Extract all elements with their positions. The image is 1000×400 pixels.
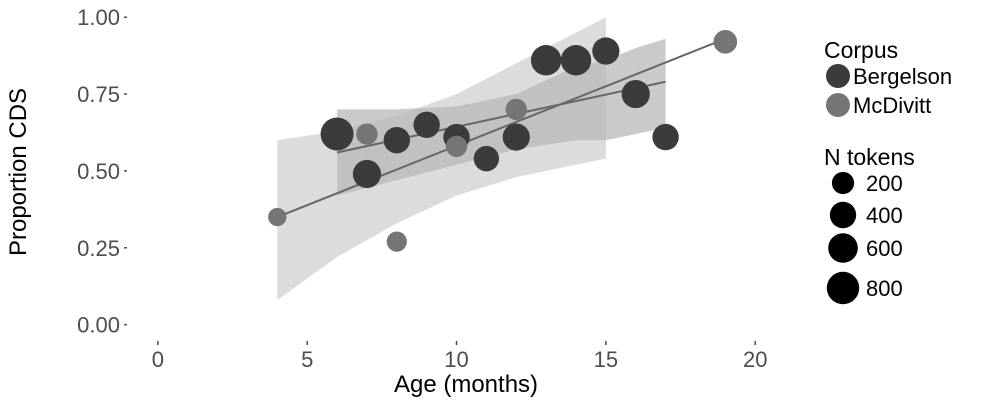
data-point-mcdivitt-2 bbox=[386, 231, 407, 252]
data-point-bergelson-5 bbox=[473, 145, 500, 172]
legend-key-size-200 bbox=[831, 171, 855, 195]
data-point-bergelson-2 bbox=[383, 126, 410, 154]
legend-title-corpus: Corpus bbox=[824, 37, 898, 63]
legend-key-size-400 bbox=[829, 201, 857, 229]
data-point-bergelson-0 bbox=[320, 117, 354, 151]
legend-title-n-tokens: N tokens bbox=[824, 144, 915, 170]
data-point-mcdivitt-4 bbox=[505, 98, 527, 121]
data-point-bergelson-6 bbox=[502, 123, 530, 151]
x-axis-title: Age (months) bbox=[394, 371, 538, 398]
legend-label-mcdivitt: McDivitt bbox=[853, 93, 931, 118]
data-point-mcdivitt-5 bbox=[713, 30, 738, 54]
data-point-bergelson-10 bbox=[621, 79, 650, 109]
y-axis: 0.00 0.25 0.50 0.75 1.00 bbox=[77, 5, 127, 338]
x-axis: 0 5 10 15 20 bbox=[152, 341, 767, 372]
data-point-bergelson-8 bbox=[560, 45, 592, 76]
y-tick-label: 0.25 bbox=[77, 236, 120, 261]
legend-label-size-200: 200 bbox=[866, 171, 903, 196]
x-tick-label: 15 bbox=[594, 347, 618, 372]
legend-label-size-400: 400 bbox=[866, 203, 903, 228]
data-point-mcdivitt-1 bbox=[356, 123, 378, 145]
y-axis-title: Proportion CDS bbox=[5, 88, 32, 256]
legend-label-bergelson: Bergelson bbox=[853, 64, 952, 89]
x-tick-label: 10 bbox=[444, 347, 468, 372]
fit-line-mcdivitt bbox=[276, 37, 726, 218]
legend-key-size-800 bbox=[826, 271, 860, 305]
x-tick-label: 5 bbox=[301, 347, 313, 372]
size-legend-keys bbox=[826, 171, 860, 305]
x-tick-label: 0 bbox=[152, 347, 164, 372]
y-tick-label: 0.00 bbox=[77, 313, 120, 338]
data-point-bergelson-9 bbox=[592, 37, 620, 65]
data-point-bergelson-3 bbox=[413, 111, 440, 139]
legend-key-size-600 bbox=[828, 233, 858, 263]
legend-key-bergelson bbox=[826, 64, 850, 88]
y-tick-label: 0.75 bbox=[77, 82, 120, 107]
legend-label-size-800: 800 bbox=[866, 276, 903, 301]
data-point-mcdivitt-0 bbox=[268, 207, 287, 227]
data-point-bergelson-7 bbox=[530, 45, 562, 76]
data-point-mcdivitt-3 bbox=[445, 135, 468, 158]
legend-key-mcdivitt bbox=[826, 93, 850, 117]
legend: Corpus Bergelson McDivitt N tokens 200 4… bbox=[824, 37, 952, 305]
x-tick-label: 20 bbox=[743, 347, 767, 372]
y-tick-label: 0.50 bbox=[77, 159, 120, 184]
legend-label-size-600: 600 bbox=[866, 236, 903, 261]
y-tick-label: 1.00 bbox=[77, 5, 120, 30]
data-points bbox=[268, 30, 738, 252]
data-point-bergelson-11 bbox=[652, 123, 679, 151]
data-point-bergelson-1 bbox=[352, 159, 382, 189]
